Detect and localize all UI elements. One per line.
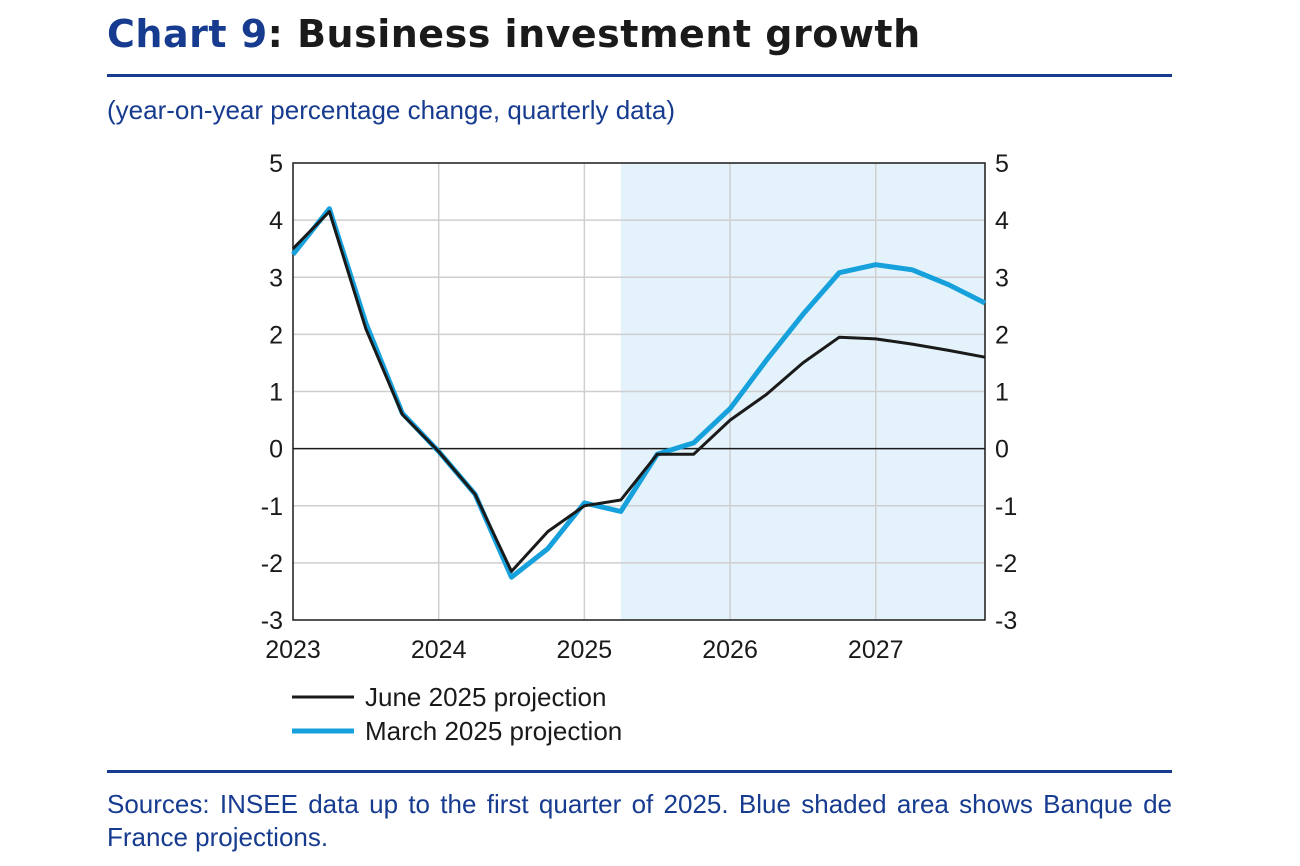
top-divider: [107, 74, 1172, 77]
series-line-june-2025: [291, 210, 986, 573]
y-axis-left: 5 4 3 2 1 0 -1 -2 -3: [261, 150, 283, 635]
sources-note: Sources: INSEE data up to the first quar…: [107, 789, 1172, 852]
x-tick-label: 2024: [411, 636, 467, 664]
gridlines: [293, 163, 985, 620]
y-tick-label-left: 3: [269, 264, 283, 292]
y-tick-label-right: -3: [995, 607, 1017, 635]
y-tick-label-right: 1: [995, 379, 1009, 407]
y-tick-label-right: 4: [995, 207, 1009, 235]
x-axis: 2023 2024 2025 2026 2027: [265, 636, 903, 664]
y-tick-label-right: -1: [995, 493, 1017, 521]
y-tick-label-left: 5: [269, 150, 283, 178]
chart-title: Chart 9: Business investment growth: [107, 12, 921, 56]
y-tick-label-right: 5: [995, 150, 1009, 178]
y-tick-label-right: 0: [995, 436, 1009, 464]
chart-subtitle: (year-on-year percentage change, quarter…: [107, 95, 675, 125]
legend-label-june-2025: June 2025 projection: [365, 682, 606, 712]
x-tick-label: 2027: [848, 636, 904, 664]
bottom-divider: [107, 770, 1172, 773]
series-layer: [291, 206, 987, 580]
y-tick-label-left: 2: [269, 321, 283, 349]
y-axis-right: 5 4 3 2 1 0 -1 -2 -3: [995, 150, 1017, 635]
y-tick-label-left: 4: [269, 207, 283, 235]
y-tick-label-left: -1: [261, 493, 283, 521]
x-tick-label: 2025: [557, 636, 613, 664]
y-tick-label-left: -3: [261, 607, 283, 635]
chart-number: Chart 9: [107, 12, 268, 56]
y-tick-label-right: -2: [995, 550, 1017, 578]
y-tick-label-right: 2: [995, 321, 1009, 349]
y-tick-label-left: -2: [261, 550, 283, 578]
y-tick-label-left: 0: [269, 436, 283, 464]
plot-frame: [292, 162, 986, 621]
x-tick-label: 2026: [702, 636, 758, 664]
y-tick-label-right: 3: [995, 264, 1009, 292]
legend-label-march-2025: March 2025 projection: [365, 716, 622, 746]
legend: June 2025 projection March 2025 projecti…: [292, 682, 622, 746]
chart-title-text: : Business investment growth: [267, 12, 921, 56]
y-tick-label-left: 1: [269, 379, 283, 407]
x-tick-label: 2023: [265, 636, 321, 664]
